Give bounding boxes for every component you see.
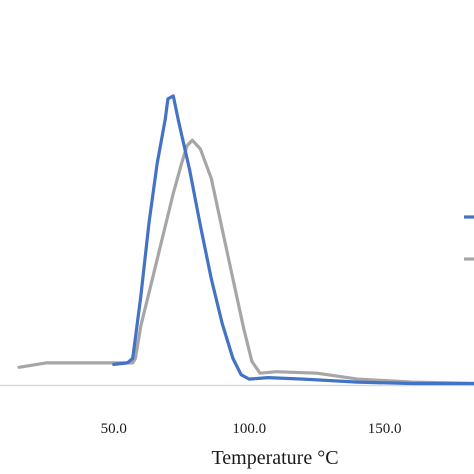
x-tick-label: 150.0 — [368, 421, 402, 437]
legend — [464, 215, 474, 261]
x-tick-label: 50.0 — [101, 421, 127, 437]
series-line-1 — [17, 138, 474, 386]
x-tick-labels: 50.0 100.0 150.0 — [101, 421, 402, 437]
series-line-0 — [112, 94, 474, 386]
series-layer — [17, 94, 474, 386]
x-axis-title: Temperature °C — [211, 447, 338, 469]
x-tick-label: 100.0 — [232, 421, 266, 437]
